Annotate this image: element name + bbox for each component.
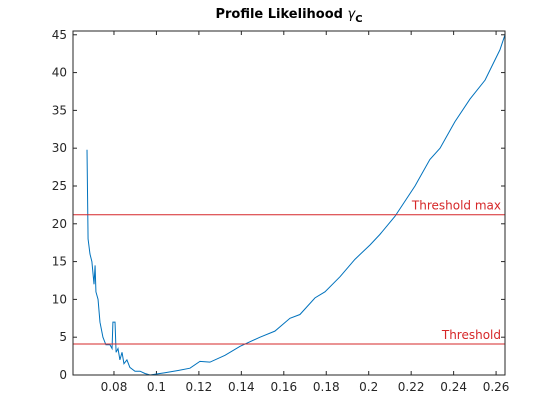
y-tick-label: 40: [52, 66, 67, 80]
y-tick-label: 45: [52, 28, 67, 42]
threshold-label: Threshold: [441, 328, 501, 342]
y-tick-label: 10: [52, 292, 67, 306]
x-tick-label: 0.2: [359, 380, 378, 394]
x-tick-label: 0.26: [483, 380, 510, 394]
plot-area: [73, 31, 505, 375]
x-tick-label: 0.08: [101, 380, 128, 394]
profile-line: [86, 34, 506, 376]
y-tick-label: 20: [52, 217, 67, 231]
chart-title: Profile Likelihood γC: [215, 7, 362, 25]
title-subscript: C: [355, 14, 362, 25]
y-tick-label: 35: [52, 103, 67, 117]
threshold-label: Threshold max: [411, 199, 501, 213]
x-tick-label: 0.22: [398, 380, 425, 394]
title-text: Profile Likelihood: [215, 7, 343, 22]
x-tick-label: 0.12: [186, 380, 213, 394]
y-tick-label: 5: [59, 330, 67, 344]
axes-box: [72, 30, 506, 376]
y-tick-label: 15: [52, 255, 67, 269]
y-tick-label: 0: [59, 368, 67, 382]
x-tick-label: 0.1: [147, 380, 166, 394]
title-symbol: γ: [347, 7, 356, 22]
x-tick-label: 0.18: [313, 380, 340, 394]
x-tick-label: 0.24: [440, 380, 467, 394]
y-tick-label: 30: [52, 141, 67, 155]
x-tick-label: 0.14: [228, 380, 255, 394]
x-tick-label: 0.16: [270, 380, 297, 394]
y-tick-label: 25: [52, 179, 67, 193]
